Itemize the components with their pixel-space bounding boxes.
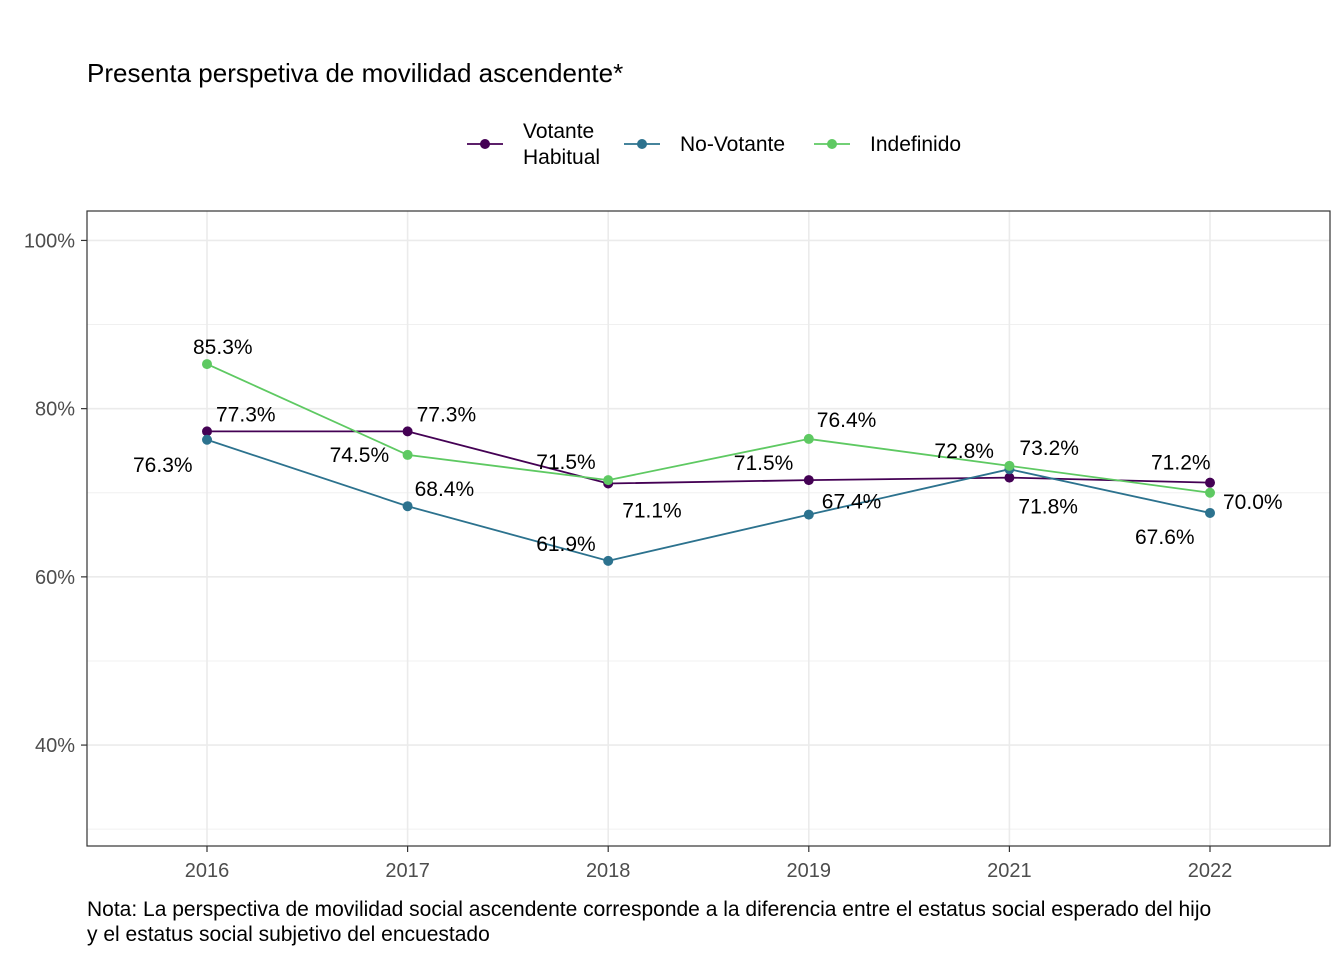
point-votante-habitual bbox=[1205, 477, 1215, 488]
legend: Votante Habitual No-Votante Indefinido bbox=[467, 120, 961, 169]
data-label-indefinido: 74.5% bbox=[330, 444, 390, 467]
point-indefinido bbox=[803, 433, 814, 444]
series-line-votante-habitual bbox=[207, 430, 1211, 485]
y-tick-label: 100% bbox=[24, 230, 75, 252]
data-label-votante-habitual: 77.3% bbox=[216, 403, 276, 426]
data-label-votante-habitual: 71.8% bbox=[1018, 496, 1078, 519]
point-indefinido bbox=[1205, 487, 1215, 498]
point-indefinido bbox=[603, 475, 614, 486]
point-votante-habitual bbox=[803, 475, 814, 486]
point-no-votante bbox=[803, 509, 814, 520]
data-label-indefinido: 76.4% bbox=[817, 409, 877, 432]
x-tick-label: 2021 bbox=[987, 860, 1032, 882]
legend-label-votante-habitual: Habitual bbox=[523, 146, 600, 169]
point-no-votante bbox=[202, 434, 212, 445]
data-label-no-votante: 76.3% bbox=[133, 454, 193, 477]
data-label-votante-habitual: 71.2% bbox=[1151, 452, 1211, 475]
data-label-no-votante: 67.6% bbox=[1135, 526, 1195, 549]
y-tick-label: 60% bbox=[35, 567, 75, 589]
note-line-1: Nota: La perspectiva de movilidad social… bbox=[87, 898, 1212, 921]
series-points bbox=[202, 359, 1215, 566]
point-votante-habitual bbox=[202, 426, 212, 437]
x-tick-label: 2019 bbox=[787, 860, 832, 882]
legend-key-point-no-votante bbox=[637, 139, 647, 149]
legend-key-point-votante-habitual bbox=[480, 139, 490, 149]
data-label-indefinido: 70.0% bbox=[1223, 491, 1283, 514]
series-lines bbox=[206, 363, 1211, 562]
data-label-votante-habitual: 77.3% bbox=[417, 403, 477, 426]
panel-border bbox=[86, 210, 1331, 847]
point-indefinido bbox=[1004, 460, 1015, 471]
data-label-votante-habitual: 71.1% bbox=[622, 500, 682, 523]
point-indefinido bbox=[402, 449, 413, 460]
x-tick-label: 2018 bbox=[586, 860, 631, 882]
point-no-votante bbox=[1205, 507, 1215, 518]
data-label-no-votante: 68.4% bbox=[415, 478, 475, 501]
chart-note: Nota: La perspectiva de movilidad social… bbox=[87, 897, 1211, 947]
y-tick-label: 40% bbox=[35, 735, 75, 757]
legend-label-votante-habitual: Votante bbox=[523, 120, 594, 143]
x-tick-label: 2017 bbox=[385, 860, 430, 882]
x-tick-label: 2022 bbox=[1188, 860, 1233, 882]
series-line-no-votante bbox=[206, 438, 1211, 562]
data-label-no-votante: 72.8% bbox=[934, 440, 994, 463]
note-line-2: y el estatus social subjetivo del encues… bbox=[87, 923, 490, 946]
data-label-indefinido: 71.5% bbox=[536, 451, 596, 474]
legend-label-indefinido: Indefinido bbox=[870, 133, 961, 156]
data-label-no-votante: 61.9% bbox=[536, 533, 596, 556]
legend-key-point-indefinido bbox=[827, 139, 837, 149]
data-label-no-votante: 67.4% bbox=[822, 491, 882, 514]
series-line-indefinido bbox=[206, 363, 1211, 494]
point-votante-habitual bbox=[402, 426, 413, 437]
chart-title: Presenta perspetiva de movilidad ascende… bbox=[87, 58, 624, 88]
data-label-indefinido: 85.3% bbox=[193, 336, 253, 359]
axes: 40% 60% 80% 100% 2016 2017 2018 2019 2021 2022 bbox=[24, 230, 1232, 882]
data-labels: 77.3% 77.3% 71.1% 71.5% 71.8% 71.2% 76.3% 68.4%… bbox=[133, 336, 1283, 556]
y-tick-label: 80% bbox=[35, 399, 75, 421]
legend-label-no-votante: No-Votante bbox=[680, 133, 785, 156]
data-label-indefinido: 73.2% bbox=[1019, 437, 1079, 460]
x-tick-label: 2016 bbox=[185, 860, 230, 882]
grid bbox=[87, 211, 1330, 846]
point-indefinido bbox=[202, 359, 212, 370]
data-label-votante-habitual: 71.5% bbox=[734, 452, 794, 475]
point-no-votante bbox=[402, 501, 413, 512]
point-votante-habitual bbox=[1004, 472, 1015, 483]
point-no-votante bbox=[603, 555, 614, 566]
